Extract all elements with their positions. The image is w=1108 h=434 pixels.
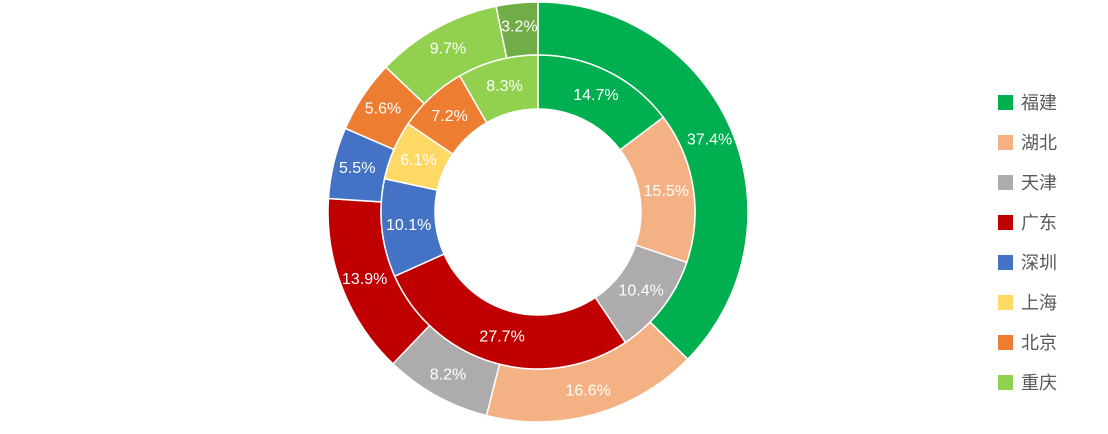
legend-item-shenzhen[interactable]: 深圳 xyxy=(998,242,1057,282)
legend-swatch xyxy=(998,94,1013,110)
legend-item-guangdong[interactable]: 广东 xyxy=(998,202,1057,242)
outer-ring xyxy=(327,1,749,423)
inner-slice-label-2: 10.4% xyxy=(619,283,664,300)
outer-slice-label-2: 8.2% xyxy=(430,366,466,383)
legend-label: 深圳 xyxy=(1021,253,1057,274)
outer-slice-label-3: 13.9% xyxy=(342,271,387,288)
legend-label: 天津 xyxy=(1021,173,1057,194)
legend-swatch xyxy=(998,374,1013,390)
outer-slice-label-8: 3.2% xyxy=(501,18,537,35)
legend-swatch xyxy=(998,174,1013,190)
legend-swatch xyxy=(998,254,1013,270)
inner-slice-label-6: 7.2% xyxy=(431,108,467,125)
legend-label: 湖北 xyxy=(1021,133,1057,154)
legend-item-hubei[interactable]: 湖北 xyxy=(998,122,1057,162)
legend-swatch xyxy=(998,214,1013,230)
legend-label: 福建 xyxy=(1021,93,1057,114)
legend-item-tianjin[interactable]: 天津 xyxy=(998,162,1057,202)
legend-item-chongqing[interactable]: 重庆 xyxy=(998,362,1057,402)
legend-swatch xyxy=(998,334,1013,350)
inner-slice-label-1: 15.5% xyxy=(644,183,689,200)
outer-slice-label-0: 37.4% xyxy=(687,132,732,149)
legend-label: 重庆 xyxy=(1021,373,1057,394)
inner-slice-label-0: 14.7% xyxy=(573,87,618,104)
outer-slice-label-7: 9.7% xyxy=(430,41,466,58)
legend-label: 上海 xyxy=(1021,293,1057,314)
inner-slice-7[interactable] xyxy=(458,54,539,124)
legend-swatch xyxy=(998,294,1013,310)
legend-item-beijing[interactable]: 北京 xyxy=(998,322,1057,362)
inner-slice-3[interactable] xyxy=(393,253,627,370)
outer-slice-label-4: 5.5% xyxy=(339,160,375,177)
data-labels: 14.7% 15.5% 10.4% 27.7% 10.1% 6.1% 7.2% 8.3% 37.… xyxy=(339,18,732,399)
inner-slice-label-4: 10.1% xyxy=(386,217,431,234)
inner-ring xyxy=(380,54,696,370)
legend-item-shanghai[interactable]: 上海 xyxy=(998,282,1057,322)
inner-slice-label-5: 6.1% xyxy=(400,152,436,169)
legend-label: 广东 xyxy=(1021,213,1057,234)
outer-slice-label-1: 16.6% xyxy=(565,383,610,400)
legend-item-fujian[interactable]: 福建 xyxy=(998,82,1057,122)
legend-swatch xyxy=(998,134,1013,150)
legend-label: 北京 xyxy=(1021,333,1057,354)
legend: 福建 湖北 天津 广东 深圳 上海 北京 重庆 xyxy=(998,82,1057,402)
outer-slice-label-6: 5.6% xyxy=(365,101,401,118)
inner-slice-label-3: 27.7% xyxy=(479,328,524,345)
inner-slice-label-7: 8.3% xyxy=(486,78,522,95)
